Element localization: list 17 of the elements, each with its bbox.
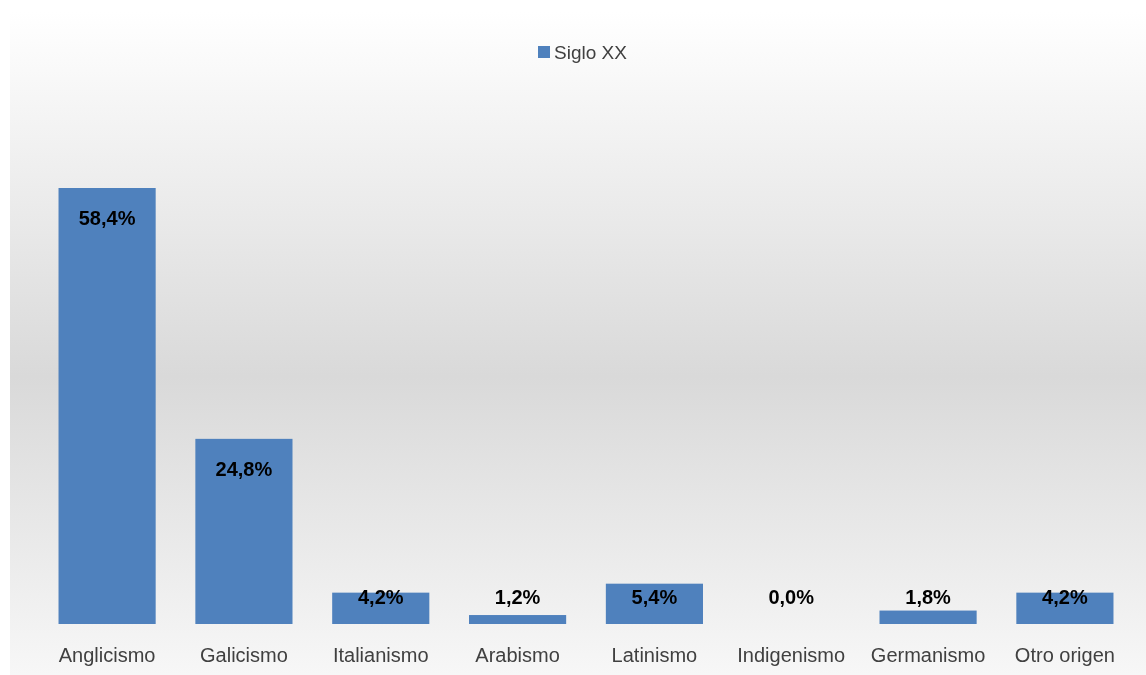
legend-label: Siglo XX	[554, 41, 628, 63]
x-tick-label: Germanismo	[870, 644, 986, 666]
x-tick-label: Galicismo	[200, 644, 288, 666]
data-label: 24,8%	[215, 457, 273, 480]
data-label: 1,2%	[494, 586, 541, 608]
x-tick-label: Italianismo	[332, 644, 429, 666]
data-label: 5,4%	[631, 586, 678, 608]
data-label: 1,8%	[905, 586, 952, 608]
x-tick-label: Indigenismo	[737, 644, 846, 666]
data-label: 4,2%	[1042, 586, 1088, 608]
data-label: 58,4%	[78, 207, 136, 229]
x-tick-label: Otro origen	[1014, 644, 1115, 666]
x-tick-label: Latinismo	[611, 644, 698, 666]
data-label: 0,0%	[768, 586, 815, 608]
x-tick-label: Arabismo	[475, 644, 560, 666]
data-label: 4,2%	[357, 586, 404, 608]
x-tick-label: Anglicismo	[58, 644, 156, 666]
